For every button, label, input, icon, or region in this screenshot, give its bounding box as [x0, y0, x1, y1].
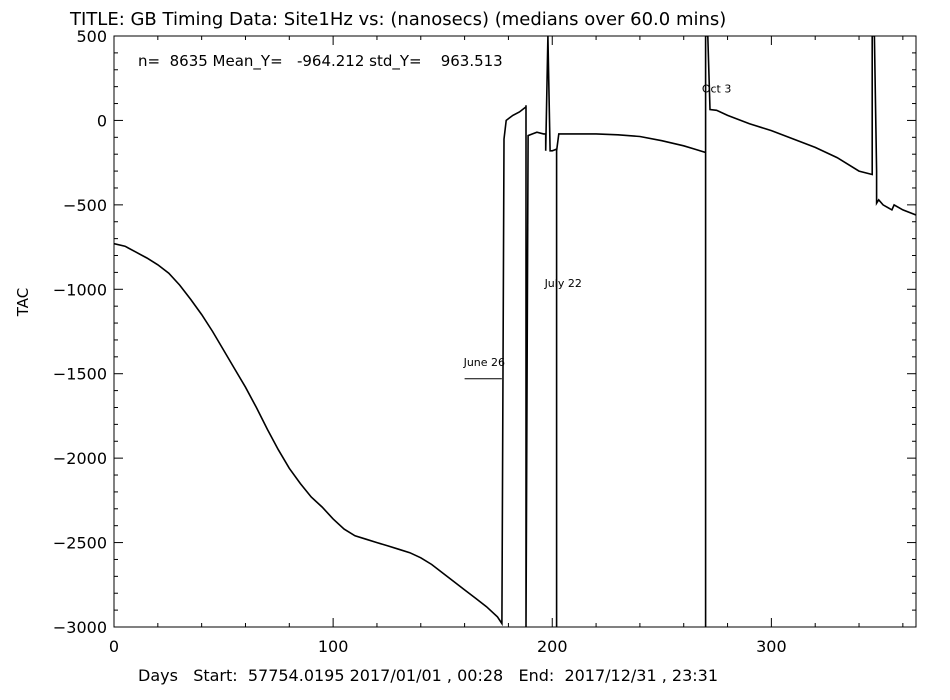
annotation-label: Oct 3: [702, 83, 732, 96]
x-tick-label: 0: [109, 637, 119, 656]
y-tick-label: −1500: [53, 365, 107, 384]
annotation-label: July 22: [544, 277, 582, 290]
x-tick-label: 300: [756, 637, 787, 656]
x-tick-label: 200: [537, 637, 568, 656]
stats-summary: n= 8635 Mean_Y= -964.212 std_Y= 963.513: [138, 52, 503, 71]
annotations: June 26 July 22 Oct 3: [463, 83, 732, 380]
axis-ticks: [113, 35, 916, 628]
y-tick-label: 0: [97, 111, 107, 130]
y-tick-label: −1000: [53, 280, 107, 299]
y-tick-label: −3000: [53, 618, 107, 637]
footer-info: Days Start: 57754.0195 2017/01/01 , 00:2…: [138, 666, 718, 685]
y-tick-label: −500: [63, 196, 107, 215]
y-tick-label: 500: [76, 27, 107, 46]
annotation-label: June 26: [463, 356, 505, 369]
data-series: [114, 36, 916, 627]
y-axis-label: TAC: [14, 288, 32, 317]
y-tick-label: −2500: [53, 534, 107, 553]
plot-frame: [113, 35, 917, 628]
series-line-0: [114, 36, 916, 627]
x-tick-label: 100: [318, 637, 349, 656]
y-tick-label: −2000: [53, 449, 107, 468]
chart-title: TITLE: GB Timing Data: Site1Hz vs: (nano…: [69, 9, 726, 30]
